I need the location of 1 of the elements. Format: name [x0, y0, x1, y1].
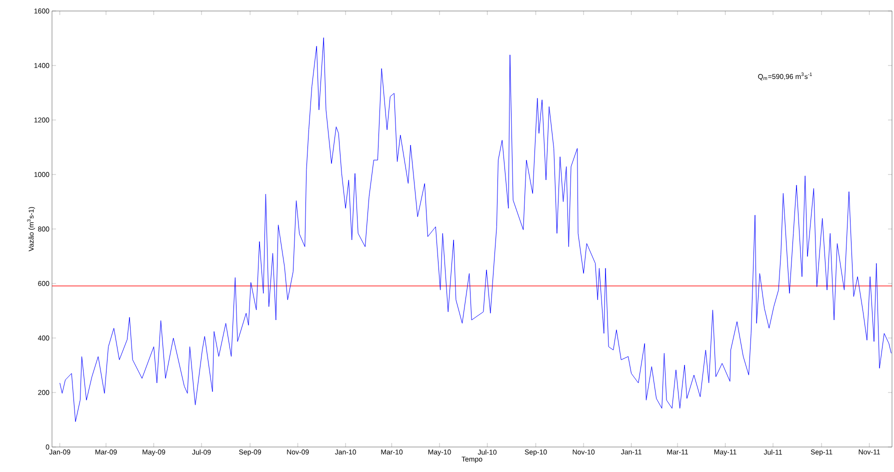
line-series [60, 37, 892, 422]
